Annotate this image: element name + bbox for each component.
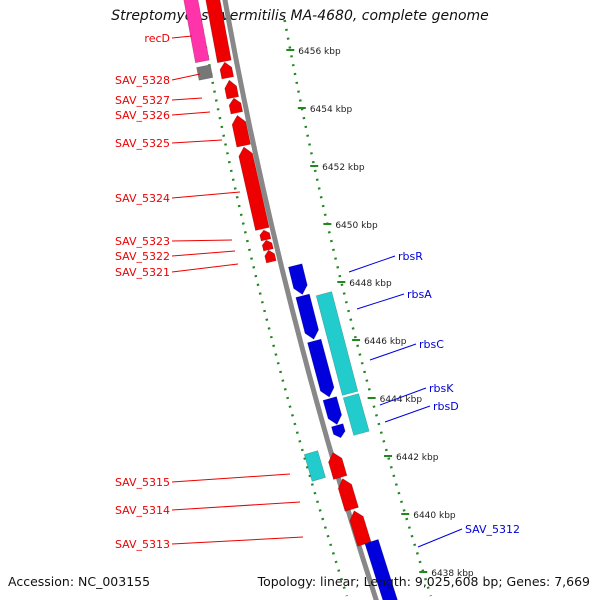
gene-label-sav_5313: SAV_5313 <box>115 538 170 551</box>
gene-label-rbsr: rbsR <box>398 250 423 263</box>
left-label-leader <box>171 139 223 144</box>
gene-rbsA-rna-block <box>315 291 359 396</box>
gene-label-sav_5328: SAV_5328 <box>115 74 170 87</box>
gene-rbsA-block <box>295 293 319 340</box>
left-label-leader <box>171 473 291 483</box>
gene-label-sav_5315: SAV_5315 <box>115 476 170 489</box>
gene-sav5324-block <box>238 146 270 231</box>
left-label-leader <box>171 191 241 199</box>
right-label-leader <box>369 343 417 361</box>
ruler-tick-label: 6450 kbp <box>335 221 378 231</box>
left-label-leader <box>171 536 304 545</box>
gene-label-sav_5321: SAV_5321 <box>115 266 170 279</box>
gene-sav5327a-block <box>219 61 234 80</box>
gene-label-sav_5327: SAV_5327 <box>115 94 170 107</box>
gene-sav5322-block <box>261 239 274 252</box>
gene-rbsK-block <box>322 396 342 425</box>
gene-label-sav_5326: SAV_5326 <box>115 109 170 122</box>
right-label-leader <box>417 528 463 548</box>
gene-label-recd: recD <box>144 32 170 45</box>
left-label-leader <box>171 263 239 273</box>
gene-label-rbsd: rbsD <box>433 400 459 413</box>
gene-label-rbsk: rbsK <box>429 382 454 395</box>
gene-label-sav_5325: SAV_5325 <box>115 137 170 150</box>
gene-sav5323-block <box>259 229 272 242</box>
gene-sav5315-rna-block <box>303 450 326 482</box>
ruler-tick-label: 6456 kbp <box>298 47 341 57</box>
gene-sav5314-block <box>337 478 359 512</box>
ruler-tick-label: 6452 kbp <box>322 163 365 173</box>
gene-label-rbsa: rbsA <box>407 288 432 301</box>
gene-sav5327b-block <box>224 79 240 100</box>
gene-label-rbsc: rbsC <box>419 338 444 351</box>
right-label-leader <box>384 405 431 423</box>
gene-recD-rna-block <box>182 0 210 64</box>
right-label-leader <box>379 387 427 406</box>
accession-text: Accession: NC_003155 <box>8 574 151 589</box>
gene-sav5315-block <box>328 452 348 480</box>
left-label-leader <box>171 73 201 81</box>
gene-rbsR-block <box>288 263 308 296</box>
right-label-leader <box>348 255 396 273</box>
left-label-leader <box>171 97 203 101</box>
left-label-leader <box>171 501 301 511</box>
gene-sav5328-block <box>196 64 214 81</box>
gene-label-sav_5324: SAV_5324 <box>115 192 170 205</box>
left-label-leader <box>171 250 236 257</box>
ruler-tick-label: 6442 kbp <box>396 453 439 463</box>
gene-sav5325-block <box>231 114 251 148</box>
left-label-leader <box>171 239 233 242</box>
gene-recD-block <box>204 0 232 64</box>
left-label-leader <box>171 35 193 39</box>
ruler-tick-label: 6448 kbp <box>349 279 392 289</box>
genome-summary-text: Topology: linear; Length: 9,025,608 bp; … <box>257 574 590 589</box>
gene-sav5326-block <box>228 97 244 115</box>
gene-label-sav_5323: SAV_5323 <box>115 235 170 248</box>
ruler-tick-label: 6440 kbp <box>413 511 456 521</box>
ruler-tick-label: 6454 kbp <box>310 105 353 115</box>
ruler-tick-label: 6444 kbp <box>380 395 423 405</box>
gene-sav5312-block <box>364 539 399 600</box>
gene-label-sav_5322: SAV_5322 <box>115 250 170 263</box>
gene-label-sav_5312: SAV_5312 <box>465 523 520 536</box>
gene-label-sav_5314: SAV_5314 <box>115 504 170 517</box>
ruler-tick-label: 6438 kbp <box>431 569 474 579</box>
left-label-leader <box>171 111 211 116</box>
gene-rbsD-block <box>331 423 346 439</box>
ruler-tick-label: 6446 kbp <box>364 337 407 347</box>
right-label-leader <box>356 293 405 310</box>
gene-rbsC-block <box>307 338 335 398</box>
gene-rbsD-rna-block <box>342 393 370 436</box>
gene-sav5321-block <box>264 249 277 264</box>
map-title: Streptomyces avermitilis MA-4680, comple… <box>111 8 489 24</box>
